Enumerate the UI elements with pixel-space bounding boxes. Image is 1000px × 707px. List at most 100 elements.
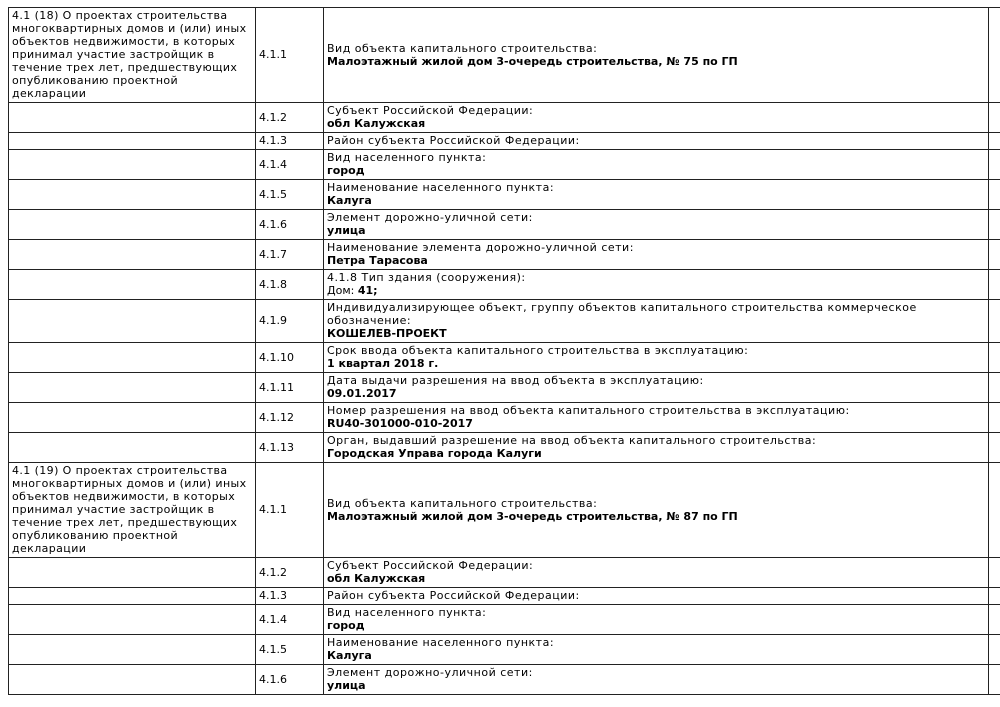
row-number-cell: 4.1.6 xyxy=(255,209,324,240)
field-label: Район субъекта Российской Федерации: xyxy=(327,134,580,147)
empty-description-cell xyxy=(8,179,256,210)
table-row: 4.1.12 Номер разрешения на ввод объекта к… xyxy=(8,402,1000,433)
field-label: Вид населенного пункта: xyxy=(327,606,487,619)
field-cell: Вид объекта капитального строительства: М… xyxy=(323,7,989,103)
field-value: город xyxy=(327,619,365,632)
table-row: 4.1.6 Элемент дорожно-уличной сети: улица xyxy=(8,664,1000,695)
field-label: Номер разрешения на ввод объекта капитал… xyxy=(327,404,850,417)
field-value-line: обл Калужская xyxy=(327,117,985,130)
field-value: обл Калужская xyxy=(327,117,426,130)
field-label: Срок ввода объекта капитального строител… xyxy=(327,344,749,357)
field-value-line: Городская Управа города Калуги xyxy=(327,447,985,460)
field-label: Индивидуализирующее объект, группу объек… xyxy=(327,301,917,327)
field-cell: Субъект Российской Федерации: обл Калужск… xyxy=(323,557,989,588)
field-label: Наименование элемента дорожно-уличной се… xyxy=(327,241,634,254)
field-value-line: Малоэтажный жилой дом 3-очередь строител… xyxy=(327,510,985,523)
table-row: 4.1.9 Индивидуализирующее объект, группу … xyxy=(8,299,1000,343)
field-value: Городская Управа города Калуги xyxy=(327,447,542,460)
document-sheet: 4.1 (18) О проектах строительства многок… xyxy=(8,7,1000,695)
clipped-edge-cell xyxy=(988,402,1000,433)
clipped-edge-cell xyxy=(988,634,1000,665)
field-value-line: Дом: 41; xyxy=(327,284,985,297)
clipped-edge-cell xyxy=(988,372,1000,403)
empty-description-cell xyxy=(8,209,256,240)
field-value-line: Малоэтажный жилой дом 3-очередь строител… xyxy=(327,55,985,68)
field-value-line: КОШЕЛЕВ-ПРОЕКТ xyxy=(327,327,985,340)
field-value-line: Калуга xyxy=(327,649,985,662)
field-cell: Наименование элемента дорожно-уличной се… xyxy=(323,239,989,270)
field-cell: Вид объекта капитального строительства: М… xyxy=(323,462,989,558)
table-row: 4.1.3 Район субъекта Российской Федерации… xyxy=(8,587,1000,605)
field-value-line: RU40-301000-010-2017 xyxy=(327,417,985,430)
row-number-cell: 4.1.7 xyxy=(255,239,324,270)
row-number-cell: 4.1.2 xyxy=(255,557,324,588)
field-cell: Район субъекта Российской Федерации: xyxy=(323,132,989,150)
field-label: Субъект Российской Федерации: xyxy=(327,559,534,572)
field-value-prefix: Дом: xyxy=(327,284,358,297)
clipped-edge-cell xyxy=(988,179,1000,210)
row-number-cell: 4.1.4 xyxy=(255,604,324,635)
field-label: Район субъекта Российской Федерации: xyxy=(327,589,580,602)
empty-description-cell xyxy=(8,402,256,433)
field-value: Петра Тарасова xyxy=(327,254,428,267)
field-value: 1 квартал 2018 г. xyxy=(327,357,439,370)
table-row: 4.1.5 Наименование населенного пункта: Кал… xyxy=(8,179,1000,210)
field-label: Субъект Российской Федерации: xyxy=(327,104,534,117)
field-cell: Район субъекта Российской Федерации: xyxy=(323,587,989,605)
table-body: 4.1 (18) О проектах строительства многок… xyxy=(8,7,1000,695)
field-cell: 4.1.8 Тип здания (сооружения): Дом: 41; xyxy=(323,269,989,300)
field-value: 41; xyxy=(357,284,378,297)
field-label: Наименование населенного пункта: xyxy=(327,181,555,194)
row-number-cell: 4.1.1 xyxy=(255,7,324,103)
table-row: 4.1.5 Наименование населенного пункта: Кал… xyxy=(8,634,1000,665)
row-number-cell: 4.1.9 xyxy=(255,299,324,343)
table-row: 4.1.10 Срок ввода объекта капитального ст… xyxy=(8,342,1000,373)
field-label: Наименование населенного пункта: xyxy=(327,636,555,649)
field-value: город xyxy=(327,164,365,177)
table-row: 4.1 (18) О проектах строительства многок… xyxy=(8,7,1000,103)
empty-description-cell xyxy=(8,432,256,463)
table-row: 4.1.4 Вид населенного пункта: город xyxy=(8,604,1000,635)
field-cell: Вид населенного пункта: город xyxy=(323,604,989,635)
field-value: Малоэтажный жилой дом 3-очередь строител… xyxy=(327,509,738,523)
table-row: 4.1.2 Субъект Российской Федерации: обл Ка… xyxy=(8,557,1000,588)
table-row: 4.1.7 Наименование элемента дорожно-уличн… xyxy=(8,239,1000,270)
row-number-cell: 4.1.13 xyxy=(255,432,324,463)
table-row: 4.1.11 Дата выдачи разрешения на ввод объ… xyxy=(8,372,1000,403)
row-number-cell: 4.1.5 xyxy=(255,634,324,665)
empty-description-cell xyxy=(8,342,256,373)
row-number-cell: 4.1.3 xyxy=(255,587,324,605)
section-header-text: 4.1 (18) О проектах строительства многок… xyxy=(12,9,247,100)
row-number-cell: 4.1.4 xyxy=(255,149,324,180)
field-value: Малоэтажный жилой дом 3-очередь строител… xyxy=(327,54,738,68)
table-row: 4.1.4 Вид населенного пункта: город xyxy=(8,149,1000,180)
empty-description-cell xyxy=(8,587,256,605)
field-value-line: город xyxy=(327,619,985,632)
field-value-line: 09.01.2017 xyxy=(327,387,985,400)
clipped-edge-cell xyxy=(988,587,1000,605)
field-value: обл Калужская xyxy=(327,572,426,585)
field-value: 09.01.2017 xyxy=(327,387,397,400)
empty-description-cell xyxy=(8,269,256,300)
empty-description-cell xyxy=(8,634,256,665)
project-declaration-table: 4.1 (18) О проектах строительства многок… xyxy=(8,7,1000,695)
field-label: Вид объекта капитального строительства: xyxy=(327,41,598,55)
empty-description-cell xyxy=(8,299,256,343)
clipped-edge-cell xyxy=(988,604,1000,635)
field-cell: Индивидуализирующее объект, группу объек… xyxy=(323,299,989,343)
field-value-line: обл Калужская xyxy=(327,572,985,585)
field-label: Дата выдачи разрешения на ввод объекта в… xyxy=(327,374,704,387)
field-label: 4.1.8 Тип здания (сооружения): xyxy=(327,271,526,284)
field-value: Калуга xyxy=(327,194,372,207)
row-number-cell: 4.1.5 xyxy=(255,179,324,210)
clipped-edge-cell xyxy=(988,239,1000,270)
field-value-line: город xyxy=(327,164,985,177)
section-header-cell: 4.1 (18) О проектах строительства многок… xyxy=(8,7,256,103)
clipped-edge-cell xyxy=(988,132,1000,150)
field-label: Элемент дорожно-уличной сети: xyxy=(327,666,533,679)
row-number-cell: 4.1.3 xyxy=(255,132,324,150)
clipped-edge-cell xyxy=(988,209,1000,240)
clipped-edge-cell xyxy=(988,557,1000,588)
row-number-cell: 4.1.8 xyxy=(255,269,324,300)
row-number-cell: 4.1.12 xyxy=(255,402,324,433)
